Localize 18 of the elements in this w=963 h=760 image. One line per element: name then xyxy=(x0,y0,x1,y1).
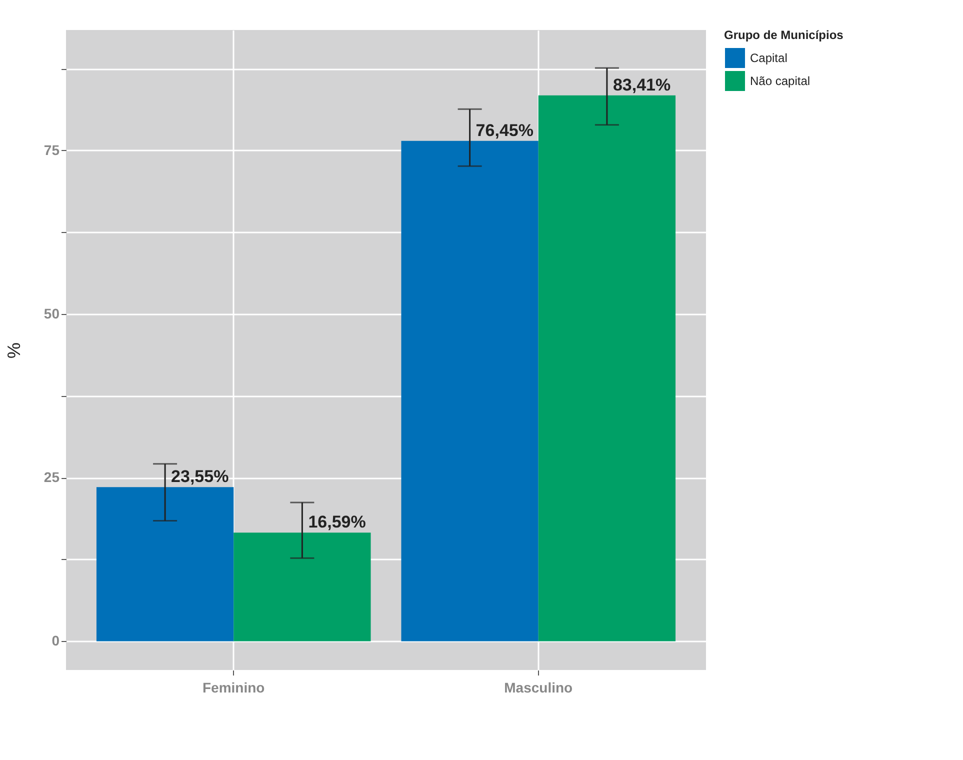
data-label: 16,59% xyxy=(308,512,366,532)
bar xyxy=(96,487,234,642)
y-tick-label: 25 xyxy=(44,469,60,486)
bar xyxy=(234,532,371,642)
data-label: 23,55% xyxy=(171,467,229,486)
y-tick-label: 75 xyxy=(44,142,60,158)
bar xyxy=(538,95,676,642)
legend-title: Grupo de Municípios xyxy=(724,28,844,42)
y-tick-label: 50 xyxy=(44,306,60,322)
y-axis-title: % xyxy=(4,342,24,359)
data-label: 83,41% xyxy=(612,75,671,94)
bar xyxy=(401,140,538,642)
legend-label: Capital xyxy=(750,51,788,65)
x-tick-label: Masculino xyxy=(504,680,573,696)
x-tick-label: Feminino xyxy=(202,680,265,696)
legend-label: Não capital xyxy=(750,74,810,88)
y-tick-label: 0 xyxy=(52,632,60,649)
data-label: 76,45% xyxy=(476,120,534,140)
